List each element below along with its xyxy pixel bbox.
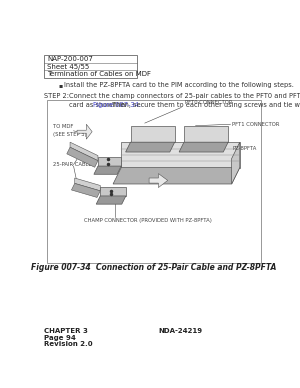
Polygon shape	[70, 142, 98, 161]
Text: Figure 007-34.: Figure 007-34.	[93, 102, 141, 108]
Polygon shape	[71, 184, 100, 197]
Polygon shape	[100, 187, 126, 196]
Polygon shape	[113, 168, 240, 184]
Polygon shape	[121, 142, 240, 168]
Polygon shape	[94, 166, 121, 174]
Text: STEP 2:: STEP 2:	[44, 93, 70, 99]
Polygon shape	[67, 147, 98, 167]
Text: Sheet 45/55: Sheet 45/55	[47, 64, 89, 69]
Text: Revision 2.0: Revision 2.0	[44, 341, 93, 347]
Text: Connect the champ connectors of 25-pair cables to the PFT0 and PFT1 connectors o: Connect the champ connectors of 25-pair …	[69, 93, 300, 99]
Text: (SEE STEP 3): (SEE STEP 3)	[52, 132, 86, 137]
Text: card as shown in: card as shown in	[69, 102, 127, 108]
Text: Page 94: Page 94	[44, 334, 76, 341]
Text: PZ-8PFTA: PZ-8PFTA	[232, 146, 256, 151]
Polygon shape	[184, 126, 228, 142]
Polygon shape	[75, 178, 100, 191]
Text: Then, secure them to each other using screws and tie wraps.: Then, secure them to each other using sc…	[110, 102, 300, 108]
Polygon shape	[126, 142, 175, 152]
Polygon shape	[77, 124, 92, 139]
Text: Termination of Cables on MDF: Termination of Cables on MDF	[47, 71, 151, 77]
Polygon shape	[232, 142, 240, 184]
Polygon shape	[96, 196, 126, 204]
FancyBboxPatch shape	[44, 55, 137, 78]
Text: Install the PZ-8PFTA card to the PIM according to the following steps.: Install the PZ-8PFTA card to the PIM acc…	[64, 82, 294, 88]
Text: NAP-200-007: NAP-200-007	[47, 56, 93, 62]
Text: PFT0 CONNECTOR: PFT0 CONNECTOR	[185, 100, 232, 106]
Polygon shape	[98, 157, 121, 166]
Text: TO MDF: TO MDF	[52, 124, 73, 129]
Text: Figure 007-34  Connection of 25-Pair Cable and PZ-8PFTA: Figure 007-34 Connection of 25-Pair Cabl…	[31, 263, 276, 272]
Text: ▪: ▪	[58, 83, 63, 88]
Polygon shape	[130, 126, 175, 142]
Text: PFT1 CONNECTOR: PFT1 CONNECTOR	[232, 122, 279, 127]
Text: CHAPTER 3: CHAPTER 3	[44, 328, 88, 334]
Text: NDA-24219: NDA-24219	[158, 328, 202, 334]
FancyBboxPatch shape	[47, 100, 261, 263]
Polygon shape	[149, 173, 168, 187]
Polygon shape	[179, 142, 228, 152]
Text: CHAMP CONNECTOR (PROVIDED WITH PZ-8PFTA): CHAMP CONNECTOR (PROVIDED WITH PZ-8PFTA)	[84, 218, 212, 223]
Text: 25-PAIR CABLE: 25-PAIR CABLE	[52, 162, 92, 167]
